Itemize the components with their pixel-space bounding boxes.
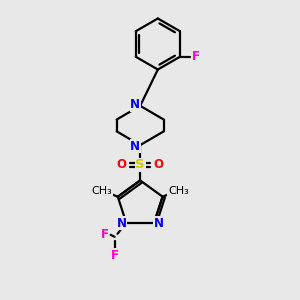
Text: CH₃: CH₃ bbox=[92, 186, 112, 196]
Text: N: N bbox=[154, 217, 164, 230]
Text: N: N bbox=[130, 98, 140, 111]
Text: F: F bbox=[111, 249, 119, 262]
Text: S: S bbox=[135, 158, 145, 171]
Text: N: N bbox=[130, 140, 140, 153]
Text: N: N bbox=[116, 217, 126, 230]
Text: CH₃: CH₃ bbox=[168, 186, 189, 196]
Text: F: F bbox=[192, 50, 200, 63]
Text: O: O bbox=[116, 158, 127, 171]
Text: O: O bbox=[154, 158, 164, 171]
Text: F: F bbox=[101, 228, 109, 241]
